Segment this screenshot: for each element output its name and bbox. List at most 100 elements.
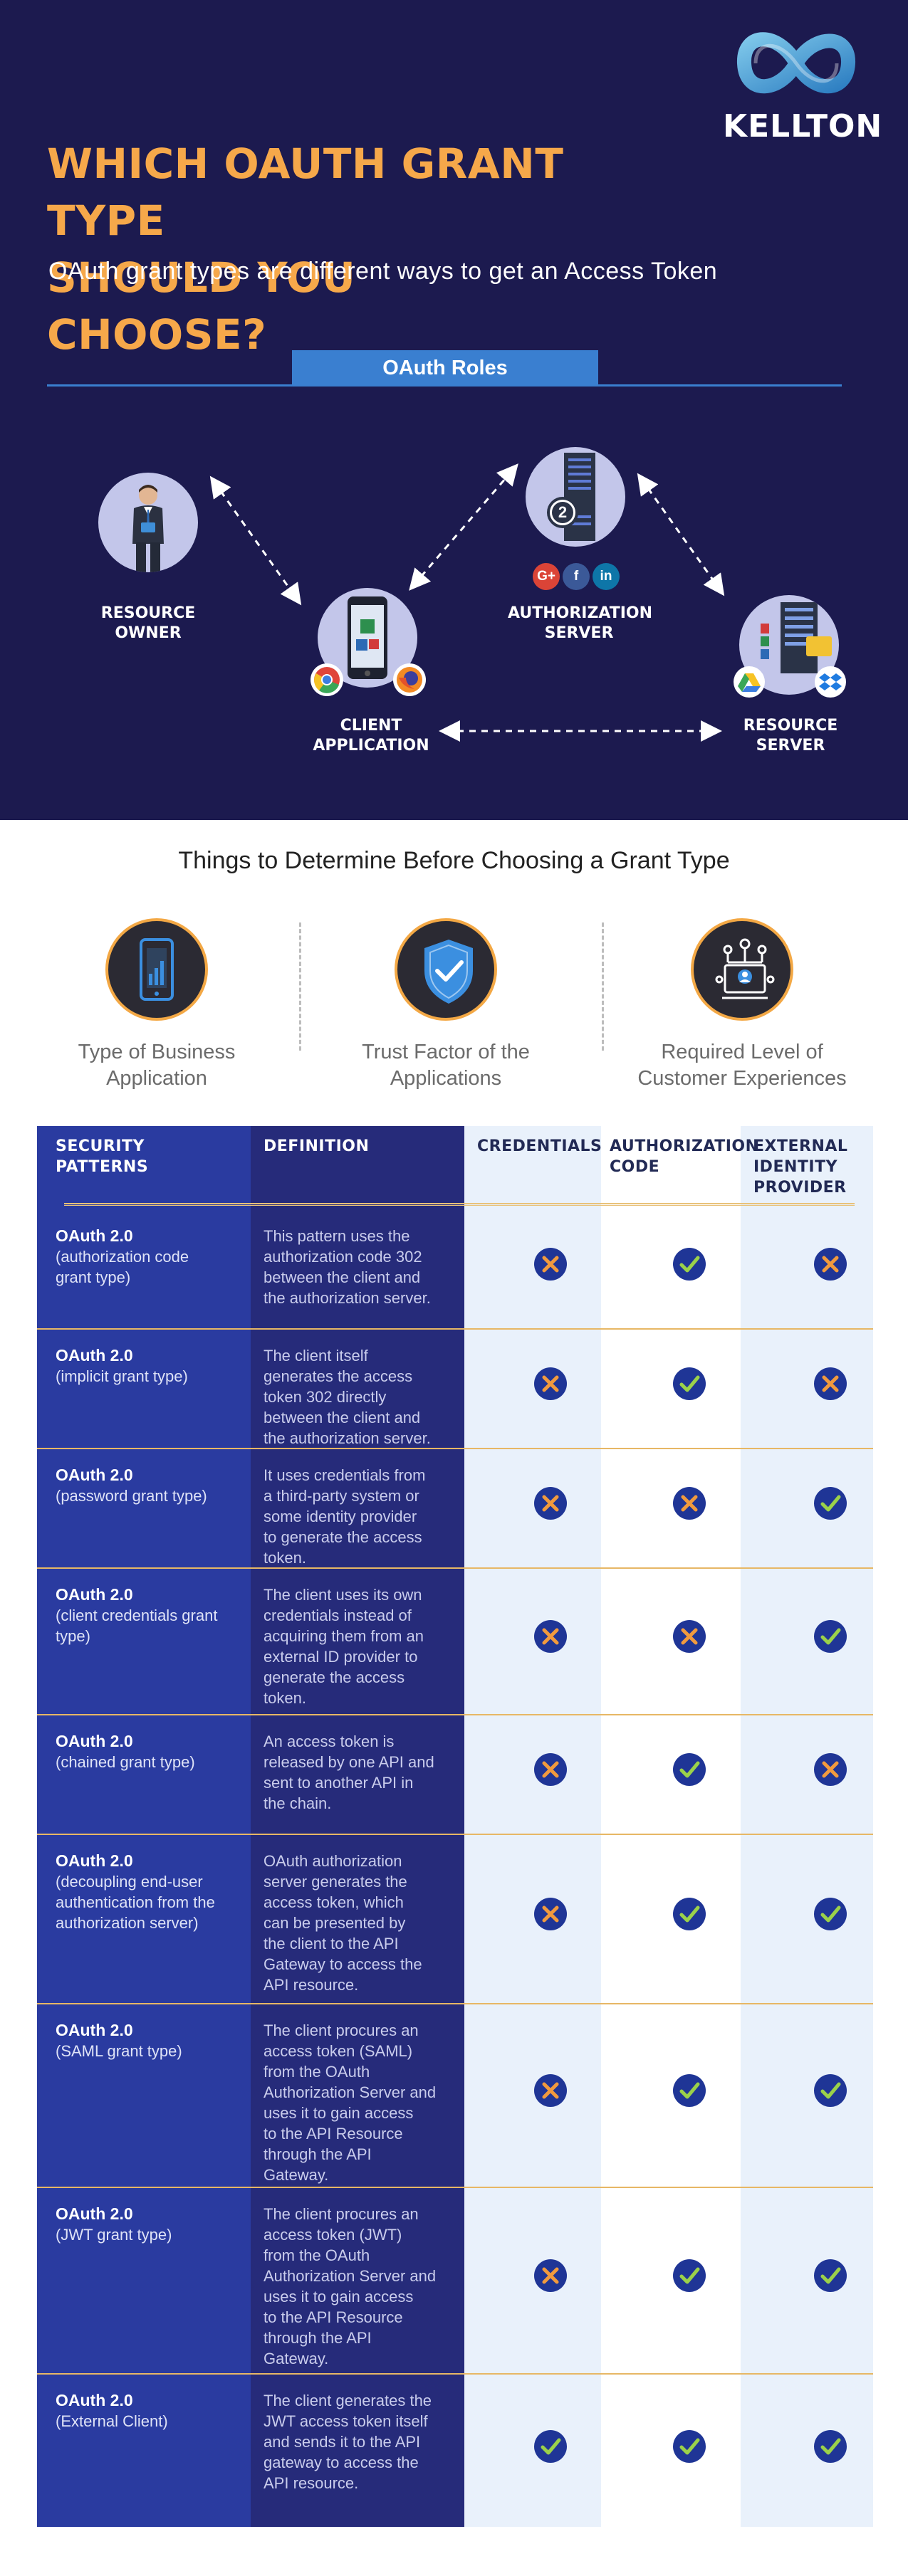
server-step-badge: 2 — [558, 503, 568, 521]
cross-icon — [534, 1367, 567, 1400]
table-row: OAuth 2.0 (implicit grant type) The client… — [37, 1330, 873, 1449]
definition-line: sent to another API in — [263, 1774, 414, 1792]
server-storage-icon — [761, 602, 832, 673]
chrome-icon — [311, 663, 343, 696]
definition-line: the authorization server. — [263, 1289, 431, 1307]
definition-line: access token (JWT) — [263, 2226, 402, 2244]
title-line-1: WHICH OAUTH GRANT TYPE — [47, 140, 564, 245]
row-divider — [37, 1567, 873, 1569]
pattern-type: (External Client) — [56, 2412, 168, 2430]
authorization-server-label: AUTHORIZATION SERVER — [508, 604, 653, 642]
col-bg-external-idp — [741, 1126, 873, 2527]
role-flow-arrows — [209, 463, 725, 742]
header-authorization-code: AUTHORIZATION CODE — [610, 1137, 759, 1176]
arrow-authserver-resourceserver — [637, 473, 725, 596]
definition-line: token. — [263, 1549, 306, 1567]
row-divider — [37, 1448, 873, 1449]
arrow-owner-client — [209, 475, 302, 606]
pattern-type: (client credentials grant — [56, 1607, 218, 1624]
check-icon — [673, 2430, 706, 2463]
definition-line: gateway to access the — [263, 2454, 419, 2471]
pattern-type: (authorization code — [56, 1248, 189, 1266]
determine-heading: Things to Determine Before Choosing a Gr… — [178, 847, 730, 874]
cross-icon — [534, 2259, 567, 2292]
infinity-logo-icon — [737, 32, 855, 94]
definition-line: credentials instead of — [263, 1607, 412, 1624]
table-row: OAuth 2.0 (client credentials grant type) T… — [37, 1569, 873, 1715]
pattern-name: OAuth 2.0 — [56, 2391, 133, 2409]
row-divider — [37, 2187, 873, 2188]
security-pattern-cell: OAuth 2.0 (chained grant type) — [56, 1731, 248, 1772]
security-pattern-cell: OAuth 2.0 (decoupling end-user authenticat… — [56, 1851, 248, 1933]
dropbox-icon — [815, 666, 846, 698]
security-pattern-cell: OAuth 2.0 (JWT grant type) — [56, 2204, 248, 2245]
header-external-idp: EXTERNAL IDENTITY PROVIDER — [753, 1137, 848, 1197]
col-bg-definition — [251, 1126, 464, 2527]
definition-line: the client to the API — [263, 1935, 399, 1952]
header-definition: DEFINITION — [263, 1137, 370, 1155]
facebook-icon: f — [563, 563, 590, 590]
definition-cell: The client itself generates the access tok… — [263, 1345, 459, 1449]
definition-cell: OAuth authorization server generates the a… — [263, 1851, 459, 1995]
definition-line: external ID provider to — [263, 1648, 418, 1666]
definition-cell: It uses credentials from a third-party sy… — [263, 1465, 459, 1568]
row-divider — [37, 1834, 873, 1835]
security-pattern-cell: OAuth 2.0 (authorization code grant type) — [56, 1226, 248, 1288]
check-icon — [673, 1898, 706, 1930]
title-line-2: SHOULD YOU CHOOSE? — [47, 253, 356, 359]
oauth-roles-heading: OAuth Roles — [292, 350, 598, 386]
definition-line: between the client and — [263, 1409, 421, 1426]
table-row: OAuth 2.0 (decoupling end-user authenticat… — [37, 1835, 873, 2004]
google-drive-icon — [734, 666, 765, 698]
pattern-type: (chained grant type) — [56, 1753, 195, 1771]
header-security-patterns: SECURITY PATTERNS — [56, 1137, 149, 1176]
pattern-type: authorization server) — [56, 1914, 199, 1932]
check-icon — [814, 1487, 847, 1520]
definition-line: the chain. — [263, 1794, 332, 1812]
check-icon — [814, 2074, 847, 2107]
definition-line: the authorization server. — [263, 1429, 431, 1447]
authorization-server-avatar: 2 — [526, 447, 625, 547]
definition-cell: The client generates the JWT access token… — [263, 2390, 459, 2493]
security-pattern-cell: OAuth 2.0 (password grant type) — [56, 1465, 248, 1506]
check-icon — [814, 2259, 847, 2292]
resource-server-label: RESOURCE SERVER — [743, 717, 838, 755]
factor-divider — [602, 922, 604, 1051]
definition-line: An access token is — [263, 1733, 395, 1750]
row-divider — [37, 2003, 873, 2004]
definition-line: server generates the — [263, 1873, 407, 1891]
check-icon — [814, 1898, 847, 1930]
roles-divider — [47, 384, 842, 387]
brand-name: KELLTON — [723, 108, 883, 144]
factor-icon-wrap — [105, 918, 208, 1021]
pattern-name: OAuth 2.0 — [56, 1466, 133, 1484]
pattern-type: (SAML grant type) — [56, 2042, 182, 2060]
definition-line: to generate the access — [263, 1528, 422, 1546]
page-subtitle: OAuth grant types are different ways to … — [48, 258, 718, 285]
pattern-type: (implicit grant type) — [56, 1367, 188, 1385]
definition-line: This pattern uses the — [263, 1227, 410, 1245]
kellton-logo[interactable]: KELLTON — [723, 24, 883, 152]
table-row: OAuth 2.0 (authorization code grant type) T… — [37, 1210, 873, 1330]
cross-icon — [814, 1753, 847, 1786]
resource-owner-avatar — [98, 473, 198, 572]
check-icon — [673, 2074, 706, 2107]
definition-cell: An access token is released by one API an… — [263, 1731, 459, 1814]
pattern-name: OAuth 2.0 — [56, 2204, 133, 2223]
definition-cell: The client procures an access token (SAML… — [263, 2020, 459, 2185]
definition-line: Gateway. — [263, 2166, 329, 2184]
table-row: OAuth 2.0 (JWT grant type) The client proc… — [37, 2188, 873, 2375]
definition-line: authorization code 302 — [263, 1248, 422, 1266]
definition-line: Gateway. — [263, 2350, 329, 2367]
grant-type-table: SECURITY PATTERNS DEFINITION CREDENTIALS… — [37, 1126, 873, 2527]
cross-icon — [534, 1487, 567, 1520]
factor-business-application: Type of Business Application — [14, 918, 299, 1092]
definition-line: Authorization Server and — [263, 2083, 437, 2101]
definition-line: The client procures an — [263, 2022, 419, 2039]
definition-line: through the API — [263, 2145, 372, 2163]
definition-line: through the API — [263, 2329, 372, 2347]
definition-line: token. — [263, 1689, 306, 1707]
server-rack-icon — [547, 453, 595, 541]
definition-line: some identity provider — [263, 1508, 417, 1525]
table-header: SECURITY PATTERNS DEFINITION CREDENTIALS… — [37, 1126, 873, 1210]
